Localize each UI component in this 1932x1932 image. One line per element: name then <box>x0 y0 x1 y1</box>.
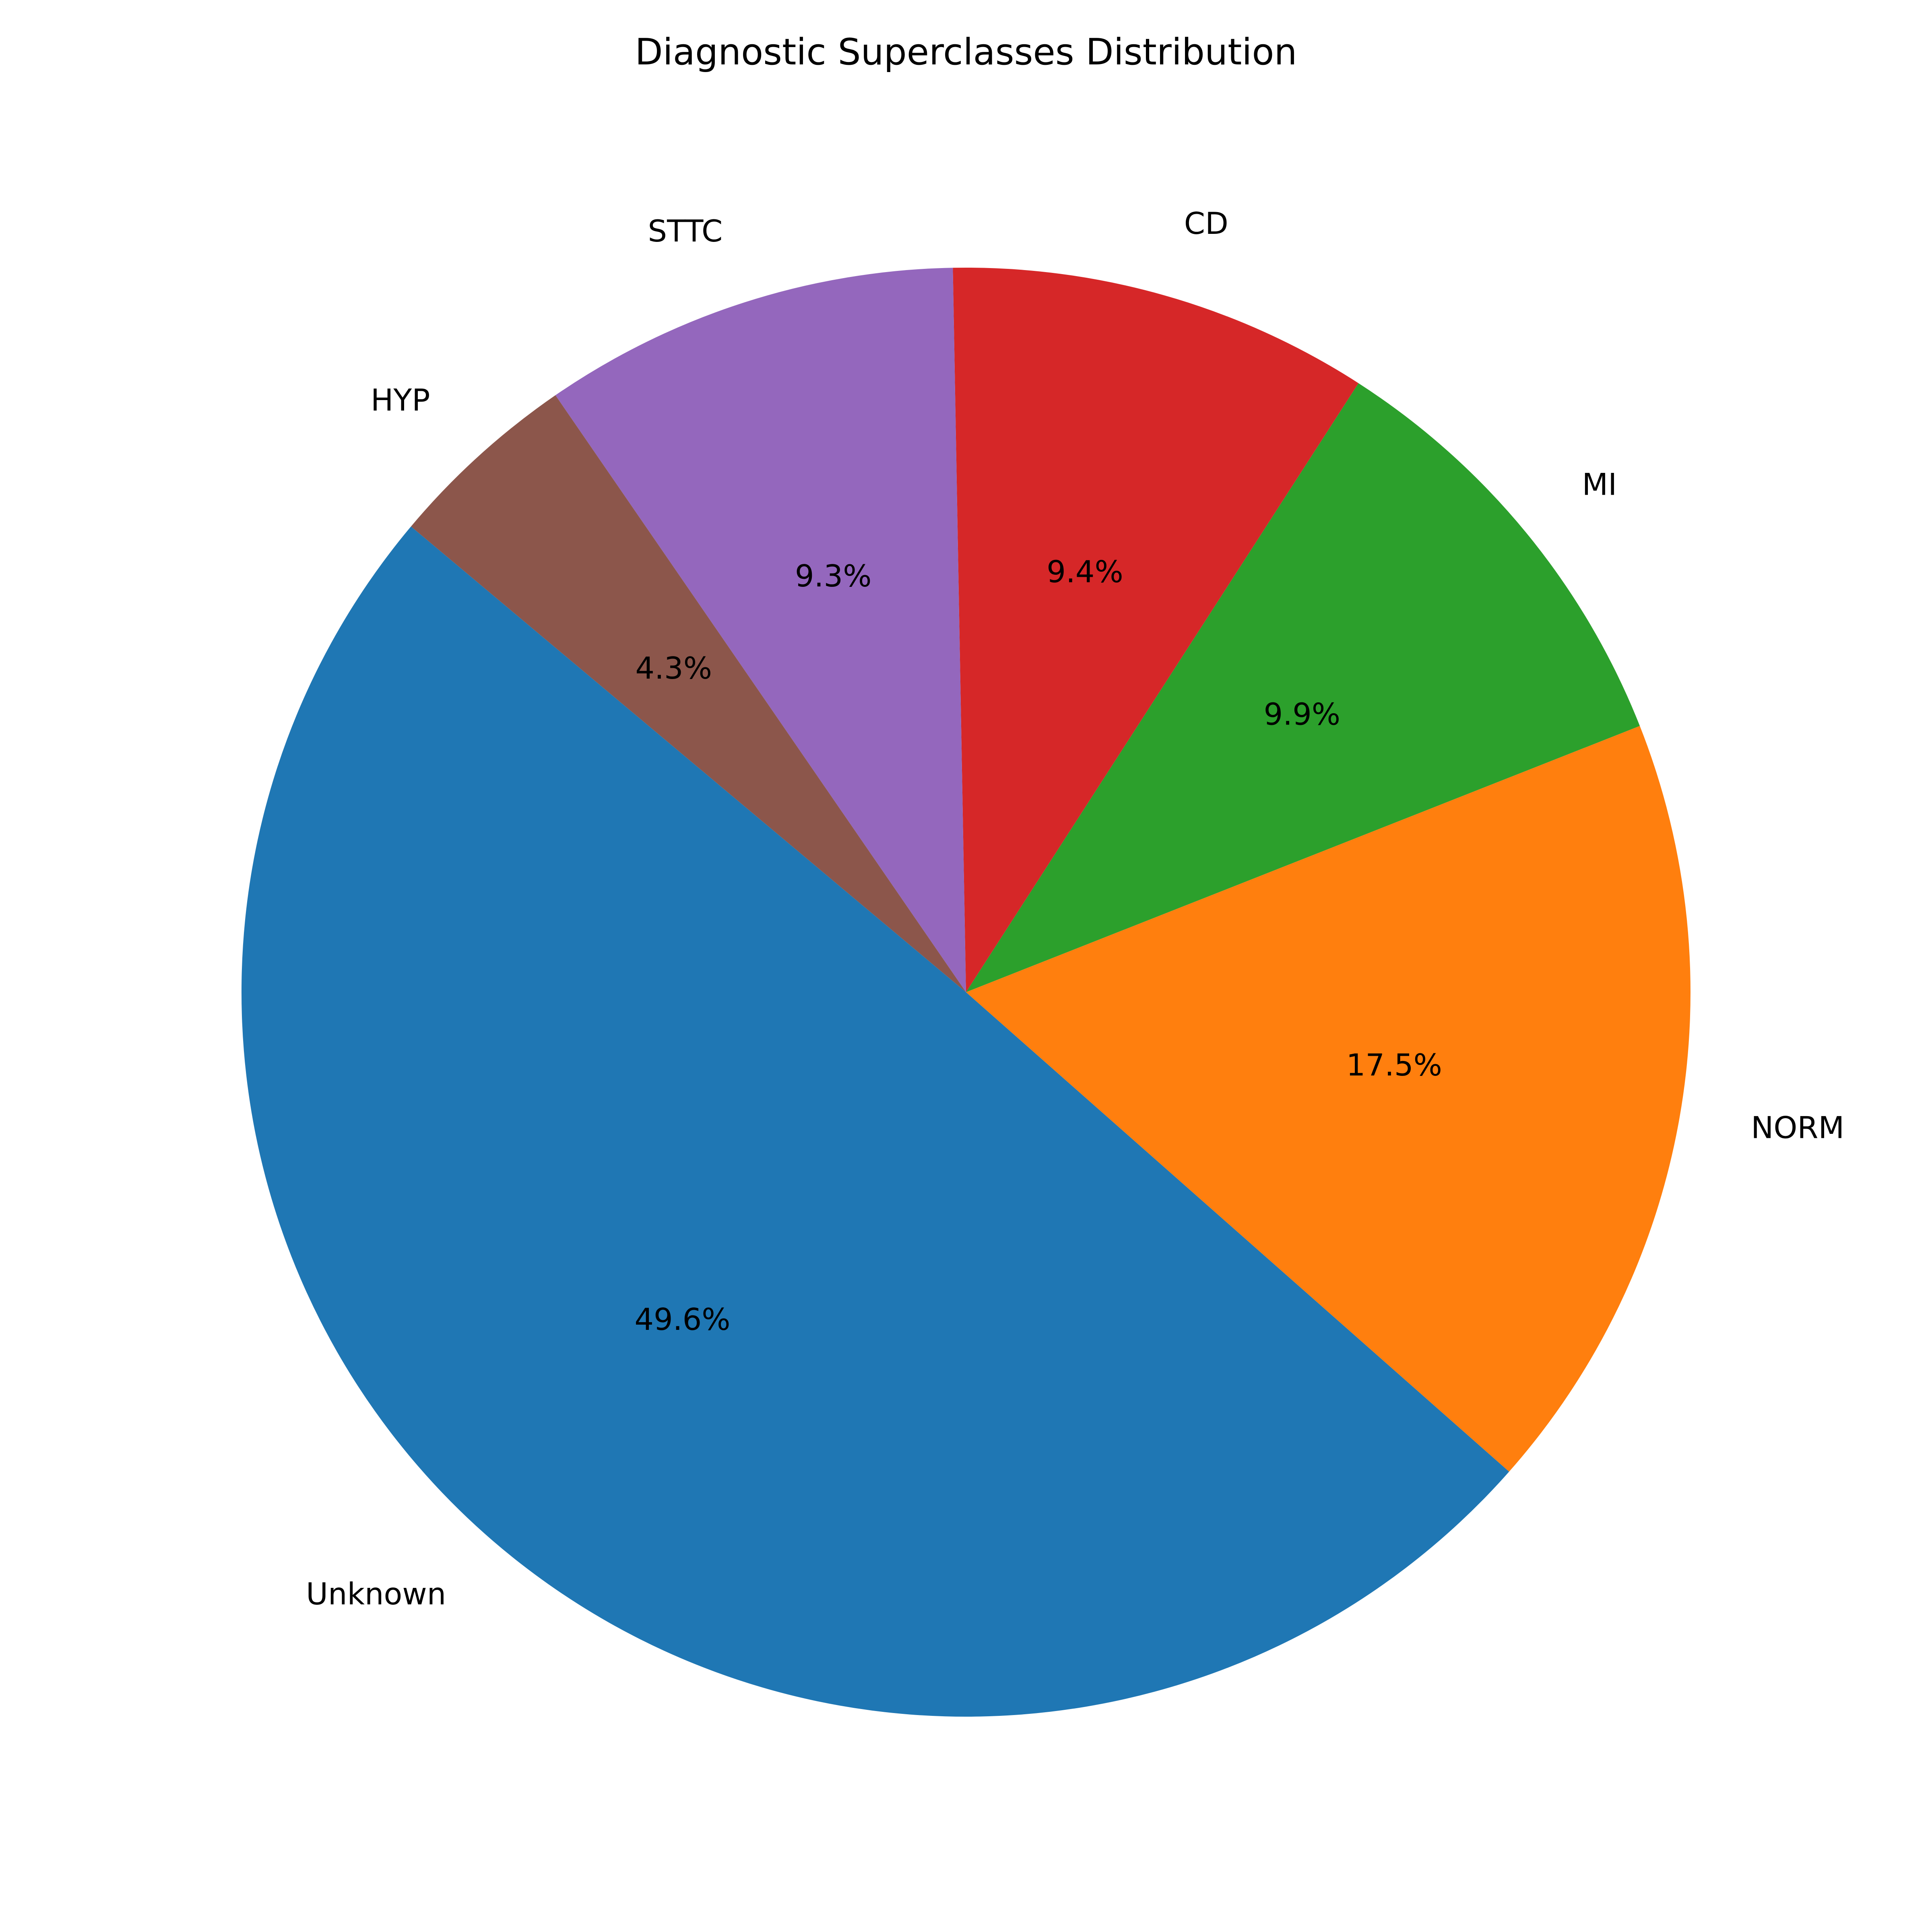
slices-layer <box>242 268 1690 1717</box>
chart-title: Diagnostic Superclasses Distribution <box>635 31 1297 73</box>
labels-layer: Unknown 49.6% NORM 17.5% MI 9.9% CD 9.4% STTC 9.3… <box>306 206 1844 1612</box>
pie-slice-sttc <box>555 268 966 992</box>
slice-percent-unknown: 49.6% <box>634 1302 730 1337</box>
pie-slice-unknown <box>242 526 1509 1717</box>
slice-label-unknown: Unknown <box>306 1576 446 1612</box>
slice-label-cd: CD <box>1184 206 1228 241</box>
slice-percent-hyp: 4.3% <box>635 650 712 686</box>
pie-slice-norm <box>966 726 1690 1472</box>
slice-label-sttc: STTC <box>648 213 722 249</box>
slice-percent-mi: 9.9% <box>1264 696 1341 732</box>
pie-slice-hyp <box>411 395 966 992</box>
pie-slice-cd <box>953 268 1359 992</box>
pie-slice-mi <box>966 383 1640 992</box>
slice-percent-cd: 9.4% <box>1046 554 1123 590</box>
slice-label-norm: NORM <box>1751 1110 1844 1145</box>
slice-percent-sttc: 9.3% <box>795 558 872 594</box>
slice-label-mi: MI <box>1582 466 1617 502</box>
slice-percent-norm: 17.5% <box>1346 1047 1442 1083</box>
slice-label-hyp: HYP <box>371 382 430 418</box>
